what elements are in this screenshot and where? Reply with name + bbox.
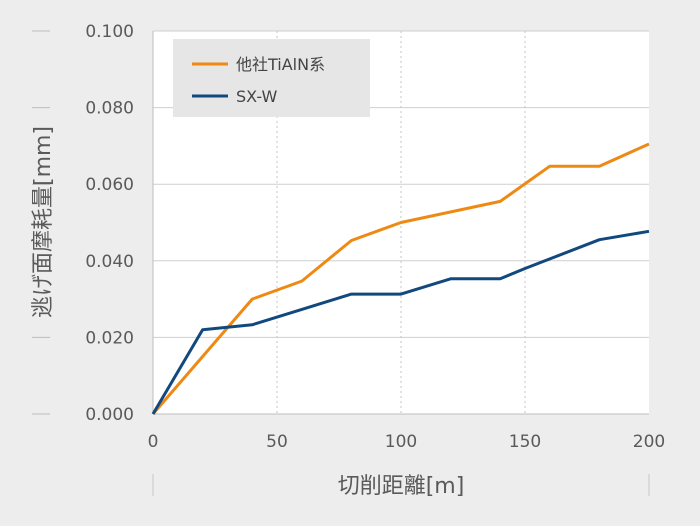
legend-label-sxw: SX-W — [236, 87, 277, 106]
legend-label-competitor: 他社TiAlN系 — [236, 55, 325, 74]
y-tick-label: 0.080 — [85, 99, 134, 119]
y-tick-label: 0.000 — [85, 405, 134, 425]
y-tick-label: 0.060 — [85, 175, 134, 195]
x-tick-label: 200 — [633, 432, 665, 452]
tick-labels: 0.000 0.020 0.040 0.060 0.080 0.100 0 50 100 150 2… — [85, 22, 665, 452]
series-line-0 — [151, 142, 650, 415]
y-tick-label: 0.040 — [85, 252, 134, 272]
x-tick-label: 100 — [385, 432, 417, 452]
series-layer — [151, 142, 650, 415]
x-axis-title: 切削距離[m] — [338, 474, 465, 499]
y-axis-title: 逃げ面摩耗量[mm] — [31, 126, 56, 318]
y-tick-label: 0.020 — [85, 328, 134, 348]
x-tick-label: 50 — [266, 432, 288, 452]
legend: 他社TiAlN系 SX-W — [173, 39, 370, 117]
series-line-1 — [151, 229, 650, 415]
x-tick-label: 150 — [509, 432, 541, 452]
legend-box — [173, 39, 370, 117]
tick-marks — [32, 30, 650, 496]
y-tick-label: 0.100 — [85, 22, 134, 42]
x-tick-label: 0 — [148, 432, 159, 452]
